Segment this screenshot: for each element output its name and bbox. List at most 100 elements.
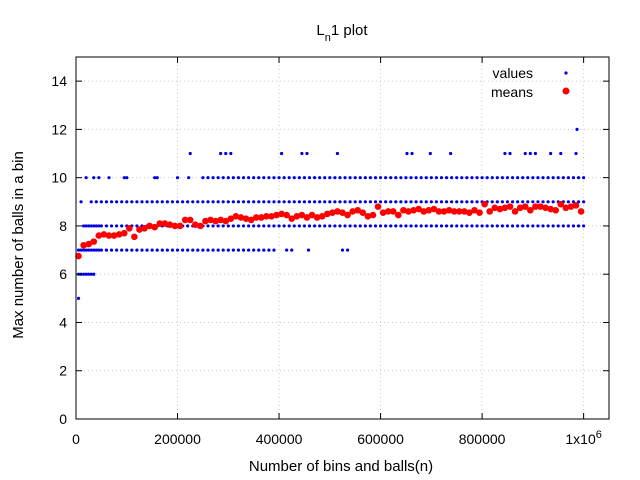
chart-title: Ln1 plot [316, 22, 368, 44]
values-point [79, 248, 83, 252]
values-point [92, 248, 96, 252]
values-point [241, 176, 246, 180]
values-point [287, 224, 291, 228]
values-point [428, 151, 432, 156]
means-point [212, 217, 219, 225]
means-point [572, 202, 580, 209]
means-point [161, 220, 169, 227]
values-point [444, 176, 449, 180]
means-point [547, 205, 554, 213]
values-point [343, 224, 347, 228]
values-point [216, 176, 220, 180]
values-point [450, 176, 454, 180]
values-point [536, 224, 540, 228]
values-point [551, 224, 555, 228]
values-point [104, 200, 109, 204]
values-point [470, 200, 474, 204]
values-point [221, 224, 225, 228]
values-point [196, 200, 200, 204]
values-point [394, 176, 398, 180]
means-point [476, 209, 483, 216]
values-point [206, 200, 210, 204]
values-point [312, 200, 317, 204]
values-point [221, 248, 225, 252]
chart-title-main: L [316, 22, 324, 39]
values-point [211, 248, 215, 252]
values-point [241, 224, 246, 228]
values-point [475, 224, 479, 228]
values-point [444, 200, 449, 204]
values-point [576, 176, 581, 180]
means-point [85, 240, 92, 248]
values-point [125, 248, 129, 252]
means-point [252, 214, 260, 221]
values-point [404, 224, 408, 228]
values-point [165, 200, 169, 204]
values-point [378, 176, 383, 180]
values-point [153, 176, 157, 180]
values-point [414, 200, 418, 204]
values-point [170, 248, 175, 252]
values-point [510, 176, 515, 180]
values-point [206, 248, 210, 252]
means-point [486, 208, 494, 215]
means-point [186, 216, 194, 224]
y-tick-label: 4 [59, 314, 67, 330]
values-point [323, 200, 327, 204]
values-point [135, 200, 139, 204]
values-point [475, 200, 479, 204]
means-point [562, 204, 570, 212]
means-point [415, 205, 422, 213]
values-point [302, 224, 307, 228]
values-point [470, 224, 474, 228]
values-point [160, 200, 164, 204]
values-point [516, 224, 520, 228]
values-point [76, 296, 81, 300]
means-point [268, 212, 275, 220]
means-point [80, 241, 87, 249]
values-point [551, 200, 555, 204]
values-point [211, 200, 215, 204]
values-point [465, 200, 469, 204]
values-point [140, 200, 144, 204]
means-point [298, 211, 306, 219]
values-point [338, 200, 342, 204]
values-point [399, 224, 403, 228]
values-point [328, 200, 332, 204]
means-point [450, 208, 458, 215]
values-point [125, 200, 129, 204]
values-point [246, 224, 251, 228]
values-point [279, 151, 284, 156]
values-point [150, 200, 154, 204]
values-point [521, 200, 525, 204]
values-point [424, 176, 428, 180]
means-point [577, 208, 585, 215]
values-point [434, 224, 439, 228]
means-point [105, 232, 113, 239]
values-point [546, 224, 550, 228]
means-point [207, 216, 214, 224]
values-point [500, 224, 504, 228]
values-point [252, 200, 256, 204]
values-point [389, 176, 393, 180]
values-point [536, 176, 540, 180]
values-point [305, 151, 309, 156]
chart-title-subscript: n [325, 32, 331, 44]
values-point [414, 224, 418, 228]
values-point [231, 176, 235, 180]
values-point [541, 200, 545, 204]
values-point [521, 176, 525, 180]
means-point [166, 221, 174, 229]
values-point [206, 224, 210, 228]
means-point [491, 204, 499, 212]
values-point [84, 176, 88, 180]
means-point [120, 229, 128, 237]
values-point [282, 176, 286, 180]
values-point [94, 248, 98, 252]
values-point [480, 224, 484, 228]
values-point [125, 176, 129, 180]
means-point [323, 210, 331, 218]
values-point [340, 248, 345, 252]
values-point [262, 176, 266, 180]
values-point [323, 176, 327, 180]
